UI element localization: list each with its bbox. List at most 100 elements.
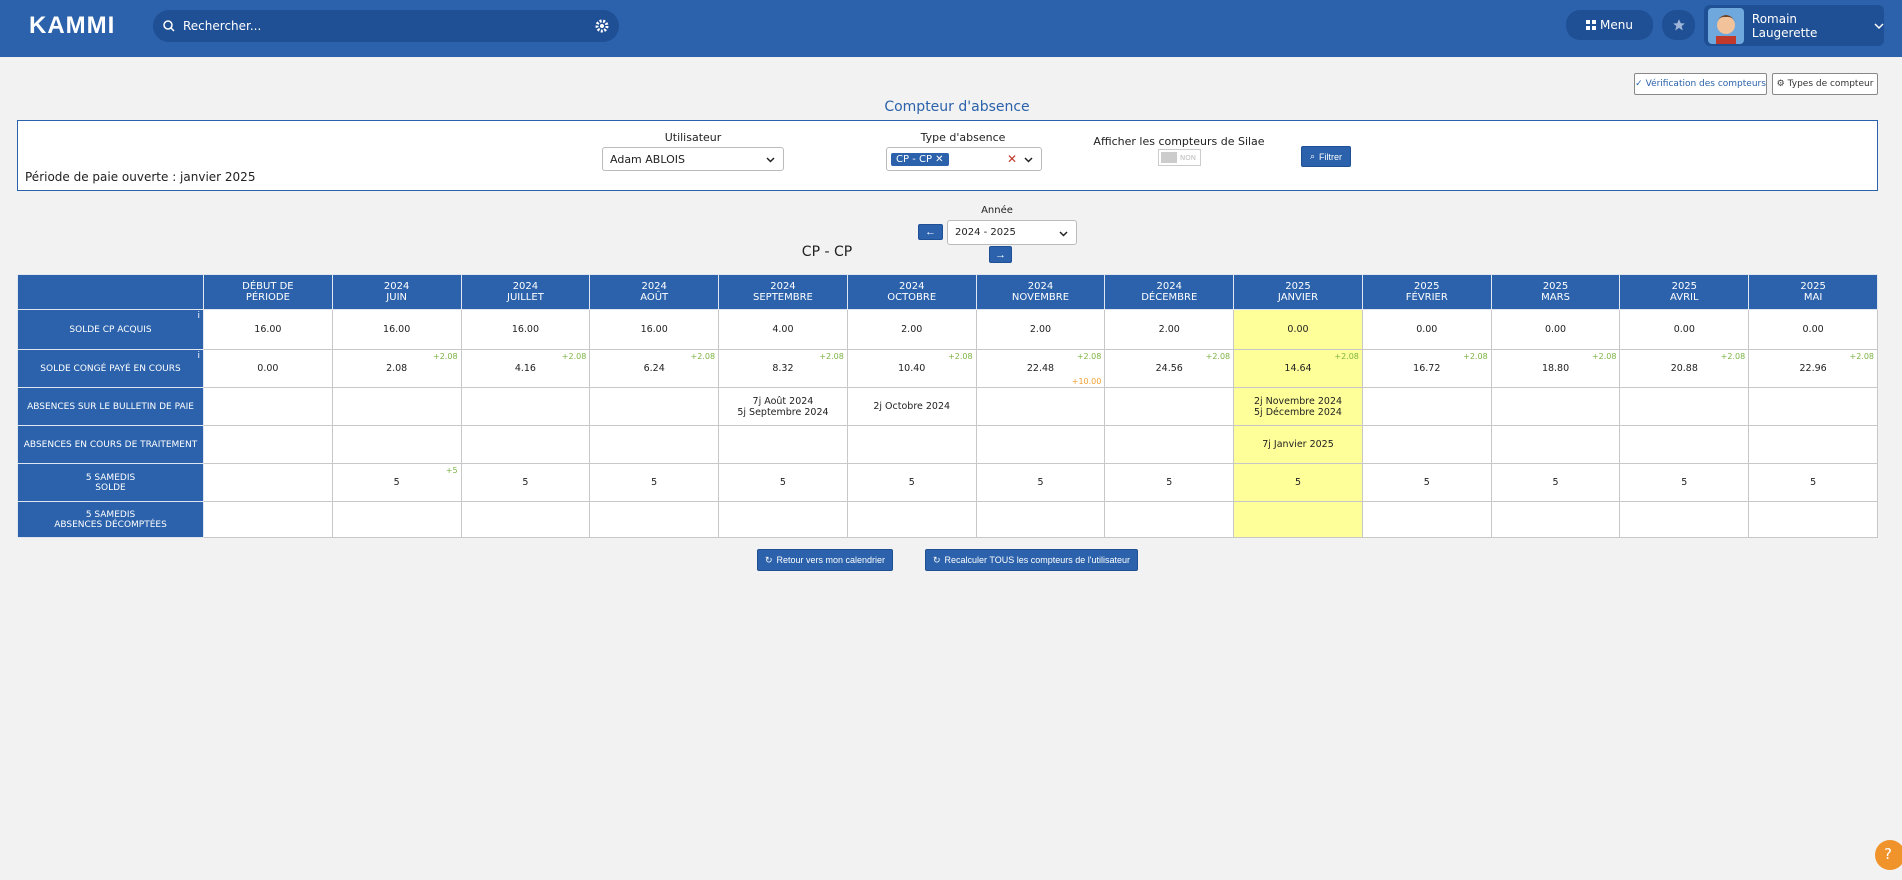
- table-row: ABSENCES SUR LE BULLETIN DE PAIE 7j Août …: [17, 387, 1878, 426]
- cell-value: 22.96: [1799, 363, 1827, 374]
- silae-toggle[interactable]: NON: [1158, 149, 1201, 166]
- column-header: 2024 NOVEMBRE: [975, 274, 1106, 310]
- column-header: 2024 OCTOBRE: [846, 274, 977, 310]
- chevron: [766, 157, 775, 163]
- cell-value: 18.80: [1541, 363, 1570, 374]
- table-cell: 0.00: [203, 349, 333, 388]
- refresh-icon: ↻: [932, 554, 941, 565]
- table-cell: 16.00: [589, 309, 720, 350]
- cell-delta: +2.08: [1849, 352, 1874, 361]
- row-label-line: SOLDE CP ACQUIS: [69, 324, 152, 335]
- counter-types-button[interactable]: ⚙ Types de compteur: [1772, 73, 1878, 95]
- back-calendar-button[interactable]: ↻ Retour vers mon calendrier: [757, 549, 893, 571]
- table-cell: [846, 425, 977, 464]
- table-cell: 2.08 +2.08: [331, 349, 462, 388]
- clear-icon[interactable]: ✕: [1006, 152, 1017, 166]
- cell-value: 8.32: [772, 363, 794, 374]
- next-year[interactable]: →: [989, 246, 1012, 263]
- table-cell: [1490, 501, 1621, 538]
- type-select[interactable]: CP - CP ✕ ✕: [886, 147, 1042, 171]
- column-header-line: 2024: [512, 281, 539, 292]
- table-row: 5 SAMEDIS SOLDE 5 +5 5 5 5 5 5 5 5 5 5 5 5: [17, 463, 1878, 502]
- menu-button[interactable]: Menu: [1566, 10, 1653, 40]
- chevron: [1874, 22, 1884, 29]
- table-cell: [1490, 387, 1621, 426]
- verify-counters-button[interactable]: ✓ Vérification des compteurs: [1634, 73, 1767, 95]
- filter-button[interactable]: ⌕ Filtrer: [1301, 146, 1351, 167]
- type-tag[interactable]: CP - CP ✕: [891, 152, 949, 166]
- prev-year[interactable]: ←: [918, 224, 943, 240]
- cell-value: 5: [1810, 477, 1817, 488]
- table-cell: 0.00: [1748, 309, 1878, 350]
- cell-value: 5: [1294, 477, 1302, 488]
- settings-icon[interactable]: [595, 19, 609, 33]
- cell-value: 5: [1552, 477, 1559, 488]
- column-header-line: 2024: [641, 281, 667, 292]
- types-label: Types de compteur: [1787, 79, 1874, 89]
- table-cell: [1104, 501, 1235, 538]
- table-cell: 0.00: [1490, 309, 1621, 350]
- column-header: 2024 JUIN: [331, 274, 462, 310]
- logo[interactable]: KAMMI: [29, 12, 116, 39]
- table-cell: 5: [1233, 463, 1363, 502]
- cell-value: 16.00: [254, 324, 282, 335]
- column-header-line: JUIN: [386, 292, 407, 303]
- cell-value: 6.24: [643, 363, 665, 374]
- column-header-line: OCTOBRE: [887, 292, 937, 303]
- row-label: SOLDE CP ACQUIS i: [17, 309, 204, 350]
- table-cell: 5: [1104, 463, 1235, 502]
- cell-value: 2.00: [1158, 324, 1180, 335]
- table-cell: 0.00: [1233, 309, 1363, 350]
- table-cell: [1361, 501, 1492, 538]
- table-cell: [589, 501, 720, 538]
- row-label-line: ABSENCES EN COURS DE TRAITEMENT: [23, 439, 198, 450]
- table-cell: [1619, 501, 1750, 538]
- cell-value: 2.00: [901, 324, 923, 335]
- pay-period: Période de paie ouverte : janvier 2025: [25, 170, 256, 184]
- favorites-button[interactable]: [1662, 10, 1695, 40]
- refresh-icon: ↻: [764, 554, 773, 565]
- table-cell: 16.00: [331, 309, 462, 350]
- table-cell: 5: [1619, 463, 1750, 502]
- info-icon[interactable]: i: [197, 311, 200, 321]
- column-header-line: 2025: [1285, 281, 1311, 292]
- menu-label: Menu: [1600, 18, 1633, 32]
- counter-table: DÉBUT DE PÉRIODE 2024 JUIN 2024 JUILLET 2024 AO…: [17, 274, 1878, 538]
- back-label: Retour vers mon calendrier: [776, 555, 886, 565]
- info-icon[interactable]: i: [197, 351, 200, 361]
- column-header-line: JUILLET: [507, 292, 544, 303]
- year-label: Année: [981, 205, 1013, 216]
- table-cell: 5: [975, 463, 1106, 502]
- table-cell: [1104, 425, 1235, 464]
- cell-value: 5: [522, 477, 529, 488]
- table-row: SOLDE CP ACQUIS i 16.00 16.00 16.00 16.00 4.00…: [17, 309, 1878, 350]
- cell-line: 7j Août 2024: [752, 395, 814, 407]
- column-header: 2024 AOÛT: [589, 274, 720, 310]
- table-cell: 10.40 +2.08: [846, 349, 977, 388]
- column-header: 2024 JUILLET: [460, 274, 591, 310]
- table-cell: [1233, 501, 1363, 538]
- user-menu[interactable]: Romain Laugerette: [1704, 5, 1884, 46]
- cell-delta: +2.08: [819, 352, 844, 361]
- cell-value: 0.00: [1416, 324, 1438, 335]
- recalc-button[interactable]: ↻ Recalculer TOUS les compteurs de l'util…: [925, 549, 1138, 571]
- search-bar[interactable]: Rechercher...: [153, 10, 619, 42]
- table-cell: 4.16 +2.08: [460, 349, 591, 388]
- help-button[interactable]: ?: [1875, 840, 1902, 870]
- cell-line: 2j Novembre 2024: [1253, 395, 1343, 407]
- recalc-label: Recalculer TOUS les compteurs de l'utili…: [944, 555, 1130, 565]
- table-cell: 20.88 +2.08: [1619, 349, 1750, 388]
- user-value: Adam ABLOIS: [610, 152, 685, 166]
- cell-delta: +2.08: [561, 352, 587, 361]
- column-header: 2024 SEPTEMBRE: [718, 274, 848, 310]
- column-header: 2024 DÉCEMBRE: [1104, 274, 1235, 310]
- year-select[interactable]: 2024 - 2025: [947, 220, 1077, 245]
- table-cell: [1748, 387, 1878, 426]
- cell-value: 5: [908, 477, 915, 488]
- table-cell: 7j Janvier 2025: [1233, 425, 1363, 464]
- table-cell: 2j Novembre 2024 5j Décembre 2024: [1233, 387, 1363, 426]
- user-select[interactable]: Adam ABLOIS: [602, 147, 784, 171]
- column-header-line: FÉVRIER: [1405, 292, 1448, 303]
- table-cell: [1748, 501, 1878, 538]
- column-header-line: 2025: [1542, 281, 1569, 292]
